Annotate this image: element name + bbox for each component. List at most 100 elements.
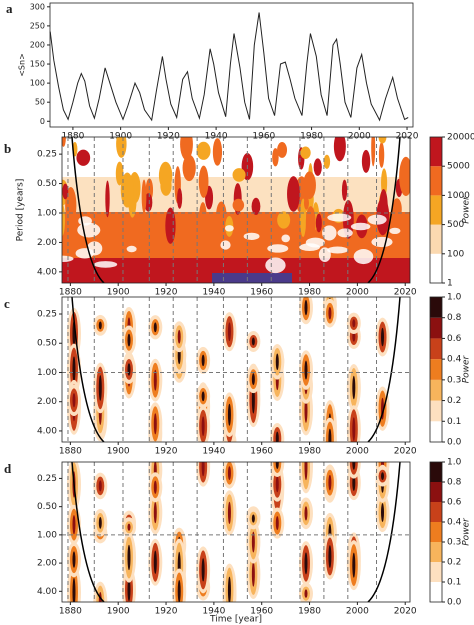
field-blob [116, 137, 127, 158]
y-tick-label: 2.00 [37, 397, 57, 407]
field-blob [328, 545, 332, 568]
field-blob [303, 196, 309, 210]
colorbar-tick-label: 0.6 [447, 334, 462, 344]
field-blob [98, 375, 102, 401]
colorbar-tick-label: 0.4 [447, 518, 462, 528]
field-band [212, 273, 292, 283]
field-blob [212, 138, 223, 166]
field-blob [251, 561, 255, 587]
x-tick-label: 1920 [157, 132, 180, 142]
field-blob [78, 216, 92, 226]
field-blob [153, 501, 157, 524]
colorbar-label: Power [462, 517, 472, 546]
cone-of-influence [367, 137, 401, 283]
field-blob [399, 156, 410, 197]
field-blob [105, 180, 110, 218]
y-tick-label: 0.25 [37, 310, 57, 320]
field-blob [77, 222, 101, 238]
colorbar-tick-label: 0.1 [447, 417, 461, 427]
field-blob [265, 257, 286, 274]
field-blob [127, 544, 131, 571]
field-blob [389, 227, 401, 235]
y-tick-label: 300 [30, 2, 45, 11]
colorbar-tick-label: 1.0 [447, 458, 462, 468]
power-field [66, 297, 401, 442]
field-blob [304, 589, 308, 598]
y-tick-label: 200 [30, 40, 45, 49]
field-blob [300, 198, 307, 238]
field-blob [243, 232, 260, 240]
field-blob [361, 149, 371, 173]
field-blob [201, 416, 205, 437]
x-tick-label: 2000 [346, 447, 369, 457]
x-tick-label: 1940 [202, 607, 225, 617]
field-blob [232, 198, 245, 212]
x-tick-label: 1900 [107, 447, 130, 457]
field-blob [153, 322, 157, 333]
colorbar-segment [430, 297, 442, 318]
x-tick-label: 2020 [394, 447, 417, 457]
field-blob [227, 501, 231, 525]
colorbar-tick-label: 0.2 [447, 558, 461, 568]
x-tick-label: 1940 [205, 132, 228, 142]
x-tick-label: 1960 [250, 607, 273, 617]
field-blob [315, 213, 322, 233]
field-blob [287, 176, 300, 212]
field-blob [227, 576, 231, 602]
y-tick-label: 0.50 [37, 502, 57, 512]
field-blob [72, 551, 76, 568]
field-blob [381, 472, 385, 480]
x-tick-label: 1980 [298, 447, 321, 457]
field-blob [251, 531, 255, 553]
field-blob [127, 578, 131, 602]
field-blob [98, 480, 102, 492]
field-blob [337, 228, 353, 238]
colorbar-tick-label: 1.0 [447, 293, 462, 303]
x-tick-label: 1940 [202, 288, 225, 298]
colorbar-label: Power [462, 195, 472, 224]
colorbar-tick-label: 0.0 [447, 598, 462, 608]
field-blob [275, 462, 279, 469]
field-blob [381, 503, 385, 522]
colorbar-tick-label: 0.8 [447, 313, 462, 323]
x-tick-label: 1900 [107, 288, 130, 298]
field-blob [378, 141, 385, 168]
field-blob [153, 550, 157, 574]
field-blob [153, 413, 157, 435]
field-blob [353, 248, 374, 265]
colorbar-segment [430, 502, 442, 522]
colorbar-segment [430, 224, 442, 254]
y-tick-label: 250 [30, 21, 45, 30]
field-blob [371, 137, 376, 167]
colorbar-segment [430, 253, 442, 283]
plot-frame [61, 461, 411, 603]
field-blob [198, 165, 209, 198]
field-blob [328, 428, 332, 442]
x-tick-label: 1980 [298, 607, 321, 617]
x-tick-label: 1960 [250, 288, 273, 298]
field-blob [367, 214, 387, 225]
field-blob [304, 462, 308, 481]
colorbar-tick-label: 500 [447, 220, 464, 230]
x-tick-label: 1920 [155, 288, 178, 298]
y-tick-label: 4.00 [37, 587, 57, 597]
colorbar-segment [430, 359, 442, 380]
plot-frame [61, 136, 411, 284]
field-blob [196, 141, 211, 160]
y-tick-label: 4.00 [37, 267, 57, 277]
colorbar-segment [430, 379, 442, 401]
plot-frame [49, 2, 414, 128]
x-tick-label: 2000 [346, 607, 369, 617]
field-blob [328, 474, 332, 491]
field-blob [180, 137, 193, 161]
field-blob [251, 373, 255, 386]
x-tick-label: 2020 [394, 288, 417, 298]
y-axis-label: Period [years] [16, 179, 26, 242]
field-blob [277, 142, 288, 158]
field-blob [201, 391, 205, 402]
y-tick-label: 0 [40, 117, 45, 126]
field-blob [352, 375, 356, 400]
colorbar-tick-label: 0.8 [447, 478, 462, 488]
y-tick-label: 150 [30, 60, 45, 69]
colorbar-segment [430, 338, 442, 360]
